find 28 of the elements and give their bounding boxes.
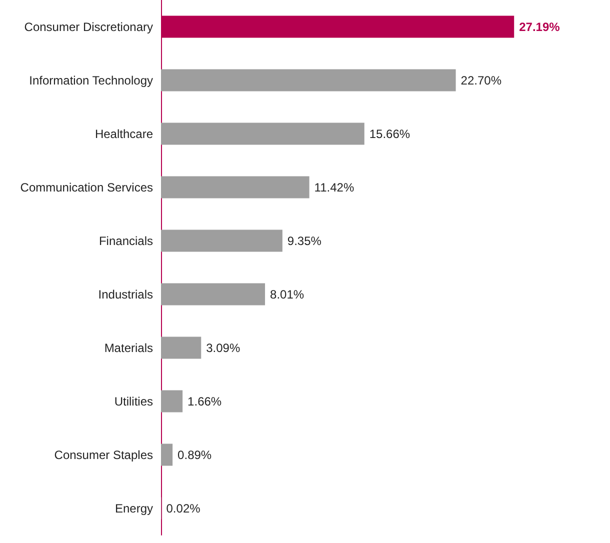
bar (161, 230, 282, 252)
y-tick-label: Utilities (114, 394, 153, 408)
data-label: 3.09% (206, 340, 240, 355)
y-tick-label: Energy (114, 501, 153, 516)
y-tick-label: Financials (98, 234, 153, 248)
data-label: 15.66% (369, 126, 410, 141)
data-label: 0.89% (178, 448, 212, 462)
y-tick-label: Consumer Staples (54, 448, 153, 462)
bar (161, 122, 364, 145)
y-tick-label: Materials (104, 340, 153, 355)
y-tick-label: Consumer Discretionary (24, 20, 153, 34)
data-label: 9.35% (287, 234, 322, 248)
data-label: 11.42% (314, 180, 354, 194)
bar (161, 390, 183, 412)
y-tick-label: Industrials (98, 287, 153, 302)
data-label: 22.70% (460, 73, 502, 88)
data-label: 8.01% (270, 287, 304, 302)
bar (161, 444, 173, 466)
bar (161, 336, 202, 359)
bar (161, 283, 266, 306)
data-label: 0.02% (166, 501, 201, 516)
y-tick-label: Healthcare (94, 126, 154, 141)
bar (161, 69, 456, 92)
y-tick-label: Information Technology (29, 73, 153, 88)
data-label: 1.66% (188, 394, 222, 408)
bar (161, 176, 310, 198)
y-tick-label: Communication Services (20, 180, 153, 194)
data-label: 27.19% (519, 20, 560, 34)
